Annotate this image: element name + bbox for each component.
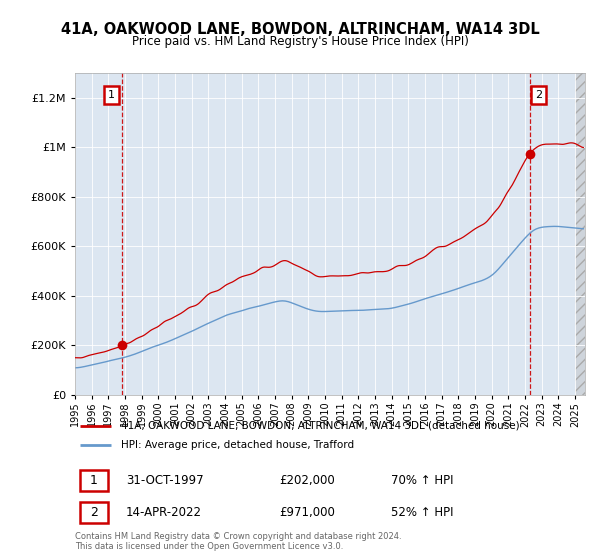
Bar: [575, 73, 585, 395]
Text: 70% ↑ HPI: 70% ↑ HPI: [391, 474, 454, 487]
Text: Contains HM Land Registry data © Crown copyright and database right 2024.: Contains HM Land Registry data © Crown c…: [75, 532, 401, 541]
FancyBboxPatch shape: [80, 502, 108, 523]
Text: HPI: Average price, detached house, Trafford: HPI: Average price, detached house, Traf…: [121, 440, 354, 450]
Text: 1: 1: [108, 90, 115, 100]
Text: 1: 1: [90, 474, 98, 487]
Text: 41A, OAKWOOD LANE, BOWDON, ALTRINCHAM, WA14 3DL (detached house): 41A, OAKWOOD LANE, BOWDON, ALTRINCHAM, W…: [121, 421, 520, 431]
Text: 52% ↑ HPI: 52% ↑ HPI: [391, 506, 454, 519]
Bar: [575, 73, 585, 395]
Text: 2: 2: [535, 90, 542, 100]
Text: £971,000: £971,000: [279, 506, 335, 519]
Text: £202,000: £202,000: [279, 474, 335, 487]
Text: 41A, OAKWOOD LANE, BOWDON, ALTRINCHAM, WA14 3DL: 41A, OAKWOOD LANE, BOWDON, ALTRINCHAM, W…: [61, 22, 539, 38]
Text: 14-APR-2022: 14-APR-2022: [126, 506, 202, 519]
Text: 31-OCT-1997: 31-OCT-1997: [126, 474, 203, 487]
FancyBboxPatch shape: [80, 470, 108, 491]
Text: This data is licensed under the Open Government Licence v3.0.: This data is licensed under the Open Gov…: [75, 542, 343, 551]
Text: Price paid vs. HM Land Registry's House Price Index (HPI): Price paid vs. HM Land Registry's House …: [131, 35, 469, 48]
Text: 2: 2: [90, 506, 98, 519]
